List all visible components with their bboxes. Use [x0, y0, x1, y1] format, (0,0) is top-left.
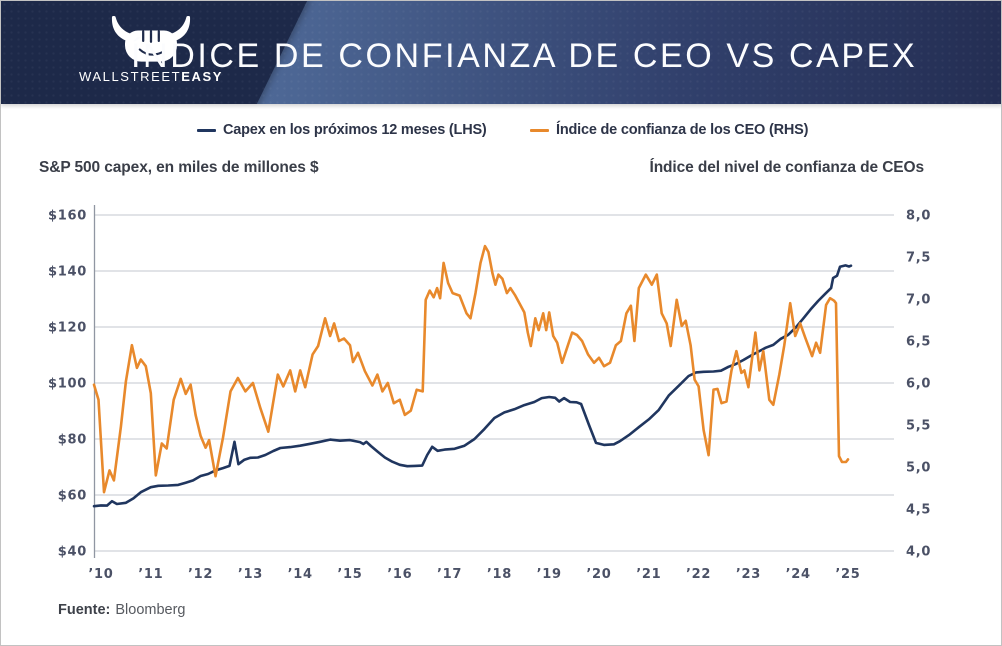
- x-tick-label: ’12: [188, 567, 213, 582]
- legend-item-confidence: Índice de confianza de los CEO (RHS): [530, 122, 808, 138]
- y-right-tick-label: 6,0: [906, 377, 931, 392]
- y-left-tick-label: $100: [48, 377, 87, 392]
- left-axis-title: S&P 500 capex, en miles de millones $: [39, 159, 319, 176]
- page-title: ÍNDICE DE CONFIANZA DE CEO VS CAPEX: [131, 37, 918, 75]
- legend-label-capex: Capex en los próximos 12 meses (LHS): [223, 122, 487, 138]
- source-note: Fuente: Bloomberg: [58, 602, 185, 618]
- source-label: Fuente:: [58, 602, 111, 618]
- right-axis-title: Índice del nivel de confianza de CEOs: [649, 159, 924, 176]
- x-tick-label: ’24: [786, 567, 811, 582]
- x-tick-label: ’11: [138, 567, 163, 582]
- chart-canvas: $160 $140 $120 $100 $80 $60 $40 8,0 7,5 7,0 6,5 6,0…: [48, 205, 931, 582]
- header-banner: WALLSTREETEASY ÍNDICE DE CONFIANZA DE CE…: [1, 1, 1001, 104]
- x-tick-label: ’23: [736, 567, 761, 582]
- bull-icon: [111, 15, 191, 62]
- y-right-tick-label: 7,5: [906, 251, 931, 266]
- brand-name: WALLSTREETEASY: [41, 69, 261, 84]
- brand-prefix: WALLSTREET: [78, 69, 182, 84]
- capex-line: [92, 264, 853, 508]
- legend-label-confidence: Índice de confianza de los CEO (RHS): [556, 122, 809, 138]
- x-tick-label: ’15: [337, 567, 362, 582]
- x-tick-label: ’16: [387, 567, 412, 582]
- source-value: Bloomberg: [115, 602, 186, 618]
- y-left-tick-label: $80: [58, 433, 87, 448]
- y-right-tick-label: 4,5: [906, 503, 931, 518]
- x-tick-label: ’17: [437, 567, 462, 582]
- x-tick-label: ’13: [238, 567, 263, 582]
- x-tick-label: ’25: [835, 567, 860, 582]
- y-right-tick-label: 6,5: [906, 335, 931, 350]
- x-tick-label: ’19: [537, 567, 562, 582]
- y-right-tick-label: 4,0: [906, 545, 931, 560]
- legend-item-capex: Capex en los próximos 12 meses (LHS): [197, 122, 487, 138]
- y-left-tick-label: $40: [58, 545, 87, 560]
- y-right-tick-label: 7,0: [906, 293, 931, 308]
- brand-logo: WALLSTREETEASY: [41, 13, 261, 101]
- x-tick-label: ’10: [88, 567, 113, 582]
- y-right-tick-label: 5,0: [906, 461, 931, 476]
- x-tick-label: ’20: [586, 567, 611, 582]
- y-left-tick-label: $120: [48, 321, 87, 336]
- y-left-tick-label: $60: [58, 489, 87, 504]
- y-left-tick-label: $140: [48, 265, 87, 280]
- x-tick-label: ’14: [288, 567, 313, 582]
- brand-suffix: EASY: [181, 69, 223, 84]
- y-right-tick-label: 8,0: [906, 209, 931, 224]
- x-tick-label: ’21: [636, 567, 661, 582]
- y-right-tick-label: 5,5: [906, 419, 931, 434]
- y-left-tick-label: $160: [48, 209, 87, 224]
- confidence-legend-dash-icon: [530, 128, 549, 132]
- x-tick-label: ’18: [487, 567, 512, 582]
- confidence-line: [92, 244, 850, 494]
- capex-legend-dash-icon: [197, 128, 216, 132]
- x-tick-label: ’22: [686, 567, 711, 582]
